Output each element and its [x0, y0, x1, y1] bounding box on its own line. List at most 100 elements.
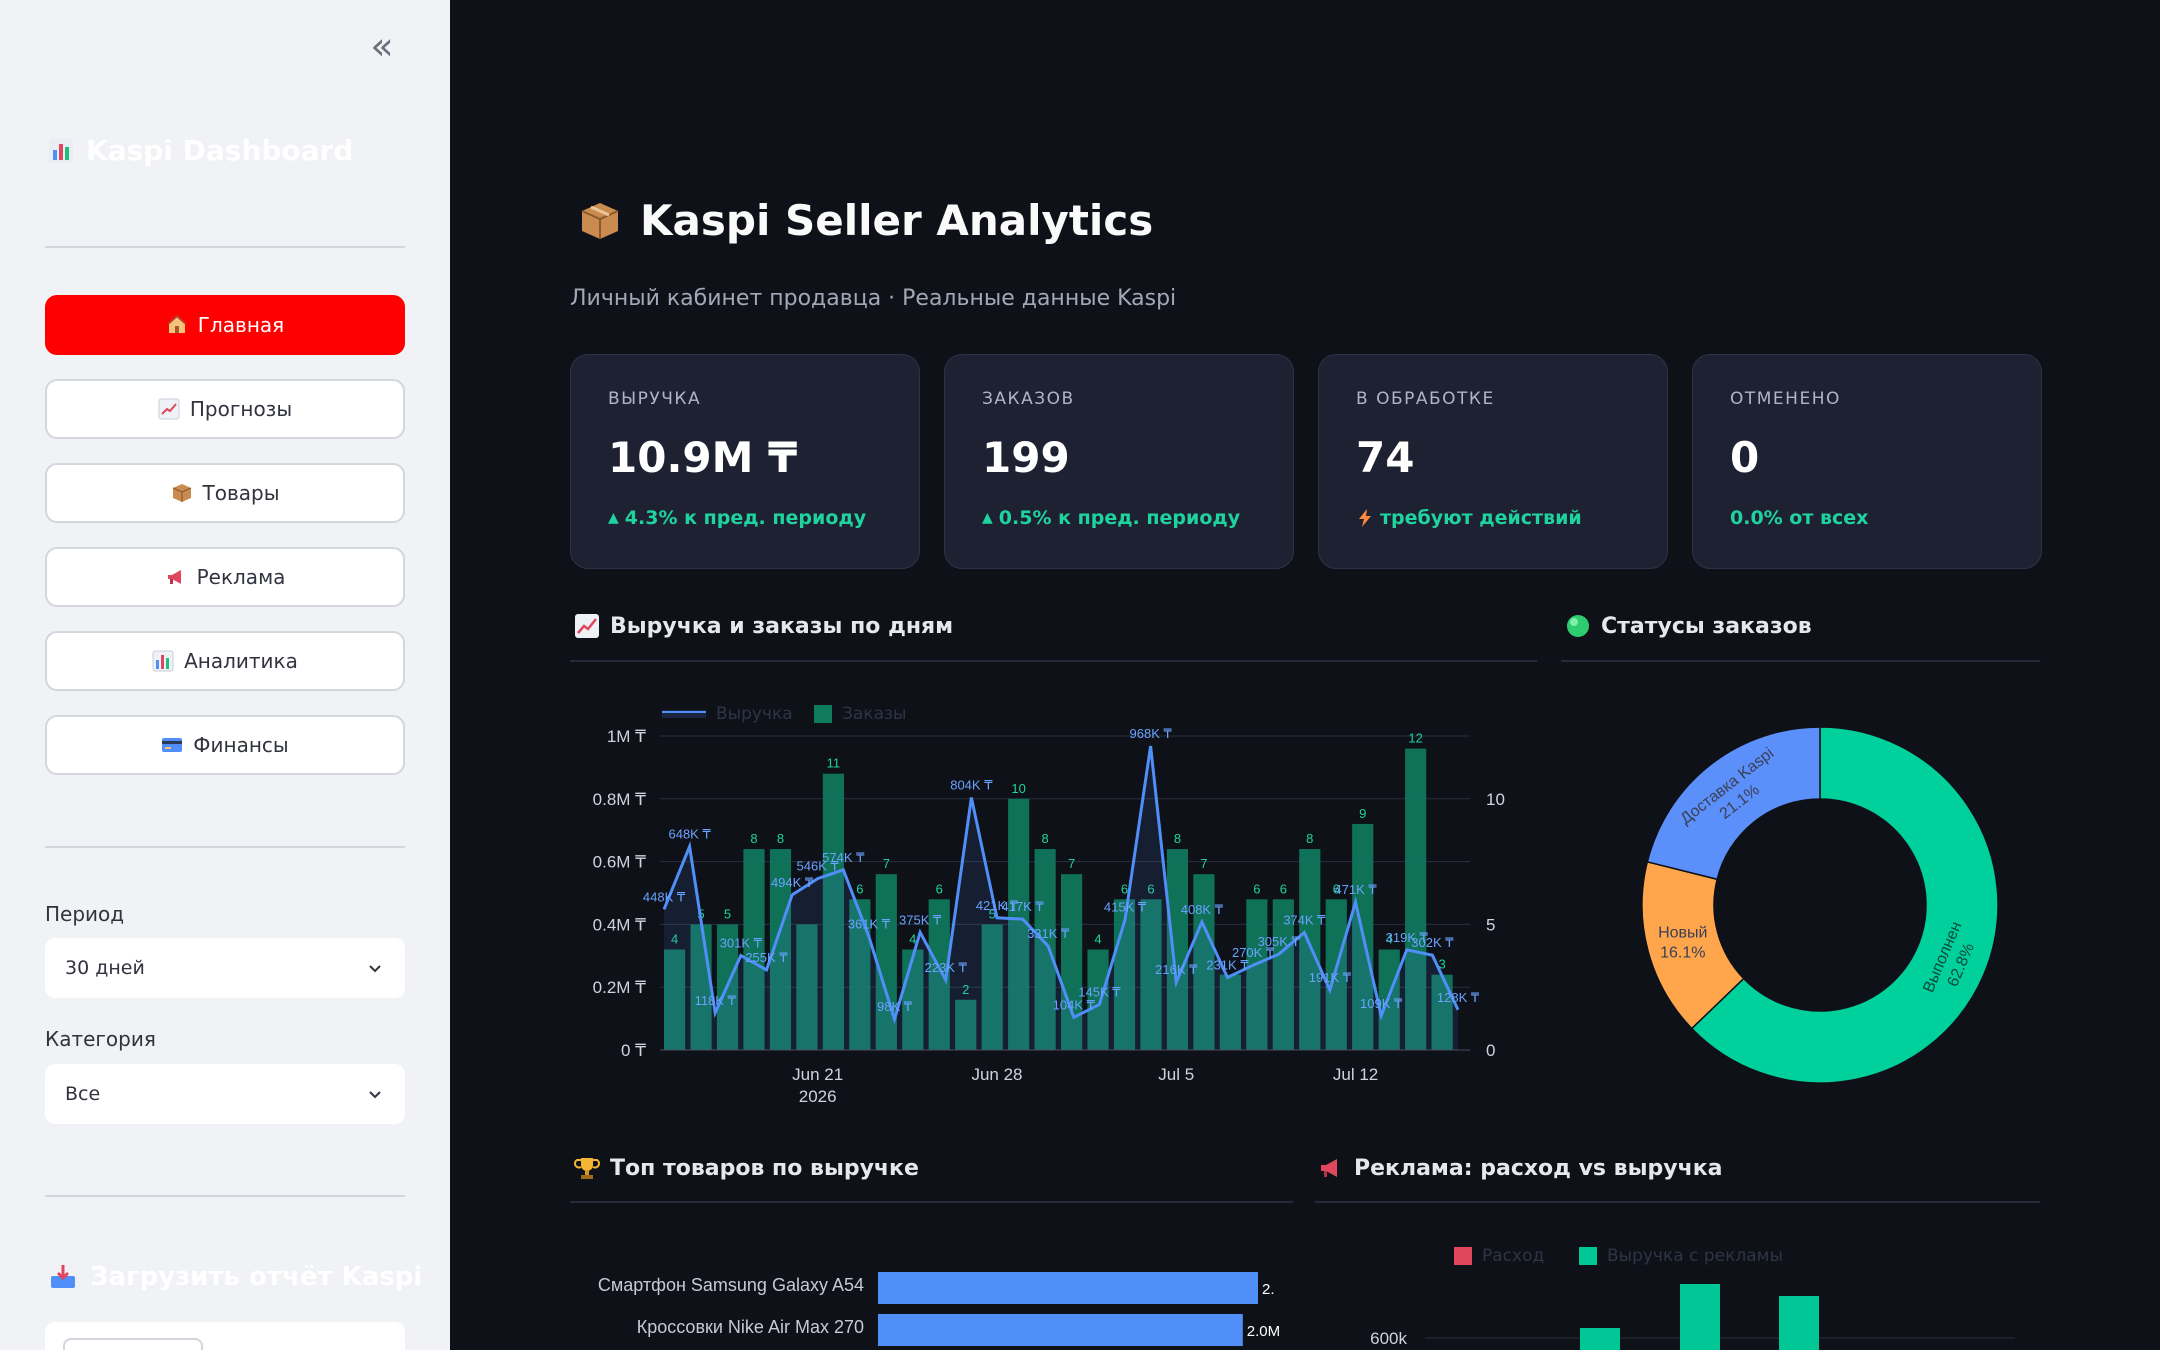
x-axis-tick-label: Jul 12: [1333, 1065, 1378, 1084]
orders-bar: [1008, 798, 1030, 1050]
legend-line-swatch: [662, 710, 706, 718]
package-icon: [172, 484, 191, 502]
orders-bar-label: 6: [1147, 881, 1154, 896]
sidebar-divider: [45, 846, 405, 848]
metric-delta: 0.0% от всех: [1730, 507, 1868, 529]
chart-up-icon: [575, 614, 599, 638]
orders-bar-label: 8: [750, 831, 757, 846]
legend-revenue[interactable]: Выручка: [662, 704, 793, 724]
legend-orders[interactable]: Заказы: [814, 704, 906, 724]
orders-bar: [928, 899, 950, 1050]
top-product-label: Смартфон Samsung Galaxy A54: [598, 1275, 864, 1295]
y2-axis-tick-label: 5: [1486, 915, 1495, 934]
ads-chart: 600k: [1370, 1284, 2015, 1350]
revenue-point-label: 804K ₸: [950, 778, 993, 793]
legend-label: Выручка: [716, 704, 793, 724]
orders-bar: [955, 999, 977, 1050]
nav-finance[interactable]: Финансы: [45, 715, 405, 775]
orders-bar: [769, 849, 792, 1050]
section-divider: [1561, 660, 2040, 662]
section-title-label: Выручка и заказы по дням: [610, 613, 954, 639]
house-icon: [167, 314, 187, 333]
nav-analytics[interactable]: Аналитика: [45, 631, 405, 691]
metric-delta: ▲ 4.3% к пред. периоду: [608, 507, 866, 529]
revenue-point-label: 421K ₸: [976, 898, 1019, 913]
section-title-statuses: Статусы заказов: [1565, 613, 1812, 639]
revenue-point-label: 302K ₸: [1411, 935, 1454, 950]
nav-home[interactable]: Главная: [45, 295, 405, 355]
revenue-point-label: 301K ₸: [720, 935, 763, 950]
metric-delta: требуют действий: [1356, 507, 1582, 529]
category-select[interactable]: Все: [45, 1064, 405, 1124]
orders-bar: [1431, 974, 1453, 1050]
period-value: 30 дней: [65, 957, 145, 979]
nav-ads-label: Реклама: [196, 565, 286, 589]
x-axis-tick-label-line: Jun 28: [971, 1065, 1022, 1084]
collapse-sidebar-button[interactable]: «: [370, 24, 394, 68]
green-circle-icon: [1567, 615, 1589, 637]
arrow-up-icon: ▲: [608, 510, 619, 526]
revenue-point-label: 118K ₸: [695, 993, 737, 1008]
orders-bar-label: 5: [989, 906, 996, 921]
ad-revenue-bar: [1779, 1296, 1819, 1350]
revenue-point-label: 255K ₸: [745, 950, 788, 965]
revenue-point-label: 361K ₸: [848, 917, 891, 932]
legend-label: Заказы: [842, 704, 907, 724]
orders-bar-label: 10: [1011, 781, 1025, 796]
nav-products[interactable]: Товары: [45, 463, 405, 523]
ad-revenue-bar: [1680, 1284, 1720, 1350]
chevron-down-icon: [369, 1091, 381, 1099]
browse-files-button[interactable]: [63, 1338, 203, 1350]
legend-ad-revenue[interactable]: Выручка с рекламы: [1579, 1246, 1783, 1266]
bar-chart-icon: [49, 138, 73, 163]
chart-up-icon: [158, 398, 180, 420]
x-axis-tick-label: Jun 21 2026: [792, 1065, 843, 1106]
period-select[interactable]: 30 дней: [45, 938, 405, 998]
revenue-point-label: 375K ₸: [899, 912, 942, 927]
section-title-ads: Реклама: расход vs выручка: [1318, 1155, 1722, 1181]
orders-bar: [1378, 949, 1400, 1050]
credit-card-icon: [162, 738, 183, 752]
nav-products-label: Товары: [202, 481, 280, 505]
orders-bar: [1087, 949, 1109, 1050]
revenue-point-label: 191K ₸: [1309, 970, 1352, 985]
legend-ad-spend[interactable]: Расход: [1454, 1246, 1544, 1266]
nav-finance-label: Финансы: [193, 733, 289, 757]
section-title-label: Реклама: расход vs выручка: [1354, 1155, 1723, 1181]
y-axis-tick-label: 0.4M ₸: [593, 915, 647, 934]
category-label: Категория: [45, 1027, 156, 1051]
arrow-up-icon: ▲: [982, 510, 993, 526]
orders-bar-label: 4: [671, 932, 678, 947]
revenue-point-label: 415K ₸: [1104, 900, 1147, 915]
sidebar: « Kaspi Dashboard Главная Прогнозы Товар…: [0, 0, 450, 1350]
revenue-point-label: 216K ₸: [1155, 962, 1198, 977]
revenue-point-label: 417K ₸: [1001, 899, 1044, 914]
y2-axis-tick-label: 0: [1486, 1041, 1495, 1060]
metric-label: ОТМЕНЕНО: [1730, 389, 1841, 409]
orders-bar-label: 6: [1253, 881, 1260, 896]
section-divider: [570, 1201, 1293, 1203]
nav-ads[interactable]: Реклама: [45, 547, 405, 607]
section-divider: [570, 660, 1537, 662]
orders-bar-label: 6: [1280, 881, 1287, 896]
legend-label: Расход: [1482, 1246, 1545, 1266]
x-axis-tick-label: Jul 5: [1158, 1065, 1194, 1084]
donut-slice-label-line: Новый: [1658, 925, 1707, 942]
revenue-point-label: 546K ₸: [797, 859, 840, 874]
orders-bar-label: 9: [1359, 806, 1366, 821]
metric-value: 0: [1730, 433, 1760, 482]
upload-dropzone[interactable]: [45, 1322, 405, 1350]
revenue-point-label: 648K ₸: [668, 827, 711, 842]
orders-bar: [1325, 899, 1347, 1050]
sidebar-divider: [45, 1195, 405, 1197]
period-label: Период: [45, 902, 125, 926]
nav-forecasts[interactable]: Прогнозы: [45, 379, 405, 439]
orders-bar: [849, 899, 871, 1050]
orders-bar: [796, 924, 818, 1050]
metric-card-cancelled: ОТМЕНЕНО 0 0.0% от всех: [1692, 354, 2042, 569]
page-title-label: Kaspi Seller Analytics: [640, 196, 1154, 245]
orders-bar: [1272, 899, 1294, 1050]
revenue-point-label: 270K ₸: [1232, 945, 1275, 960]
ad-revenue-bar: [1580, 1328, 1620, 1350]
revenue-point-label: 331K ₸: [1027, 926, 1070, 941]
